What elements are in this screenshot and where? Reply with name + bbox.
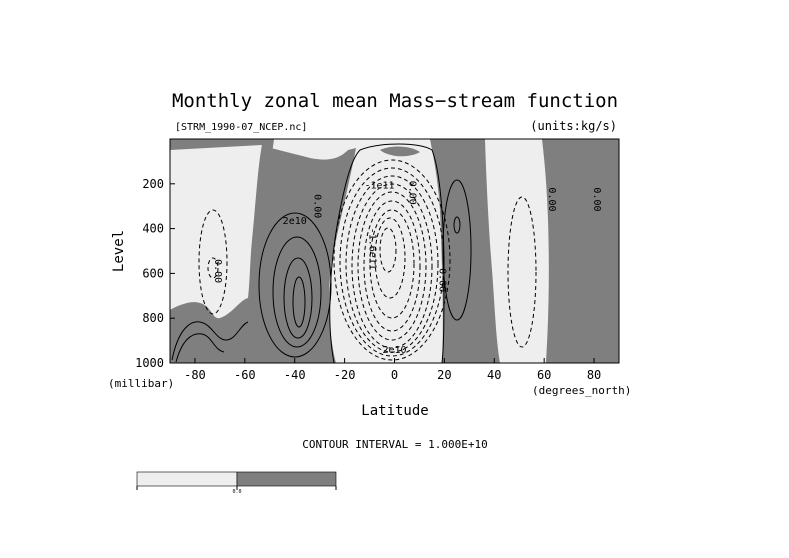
zero-contour-center bbox=[329, 143, 445, 363]
file-label: [STRM_1990-07_NCEP.nc] bbox=[175, 122, 307, 133]
x-tick-label: 60 bbox=[537, 368, 551, 382]
contour-label: 0.00 bbox=[436, 268, 447, 292]
plot-area bbox=[170, 139, 619, 363]
positive-region-south-polar bbox=[170, 139, 274, 363]
contour-north-pos-2 bbox=[453, 216, 461, 234]
contour-label: 0.00 bbox=[312, 194, 323, 218]
contour-south-polar-pos-2 bbox=[175, 333, 225, 363]
x-axis: -80 -60 -40 -20 0 20 40 60 80 bbox=[184, 358, 601, 382]
chart-title: Monthly zonal mean Mass−stream function bbox=[172, 90, 618, 112]
contour-lines bbox=[171, 179, 472, 363]
x-tick-label: -40 bbox=[284, 368, 306, 382]
contour-south-neg-1 bbox=[198, 209, 228, 315]
contour-label-layer: 2e10 0.00 0.00 -1.6e11 -1e11 0.00 2e10 0.00 0.00… bbox=[212, 180, 602, 356]
contour-interval-text: CONTOUR INTERVAL = 1.000E+10 bbox=[302, 438, 487, 451]
positive-region-top-center bbox=[380, 146, 420, 157]
contour-hadley-9 bbox=[379, 227, 397, 273]
contour-north-pos-1 bbox=[442, 179, 472, 321]
contour-hadley-7 bbox=[369, 209, 415, 319]
colorbar-positive-swatch bbox=[236, 471, 337, 487]
contour-label: -1e11 bbox=[364, 180, 394, 191]
y-tick-label: 200 bbox=[142, 177, 164, 191]
x-tick-label: -60 bbox=[234, 368, 256, 382]
colorbar: 0.0 bbox=[136, 471, 337, 495]
contour-hadley-4 bbox=[351, 183, 433, 349]
contour-hadley-3 bbox=[345, 175, 439, 353]
x-axis-title: Latitude bbox=[361, 403, 428, 419]
positive-region-south-mid bbox=[253, 145, 356, 363]
contour-label: -1.6e11 bbox=[367, 228, 378, 270]
contour-hadley-6 bbox=[363, 200, 421, 332]
colorbar-label-zero: 0.0 bbox=[232, 489, 241, 495]
contour-hadley-8 bbox=[374, 217, 406, 299]
x-axis-units: (degrees_north) bbox=[532, 384, 631, 397]
contour-label: 0.00 bbox=[406, 181, 417, 205]
x-tick-label: 80 bbox=[587, 368, 601, 382]
contour-lines-negative bbox=[198, 159, 537, 361]
contour-hadley-1 bbox=[333, 159, 451, 361]
contour-label: 2e10 bbox=[283, 216, 307, 227]
y-tick-label: 800 bbox=[142, 311, 164, 325]
y-axis: 200 400 600 800 1000 bbox=[135, 177, 175, 370]
contour-north-neg-1 bbox=[507, 196, 537, 348]
contour-south-neg-2 bbox=[207, 257, 219, 279]
positive-region-north-mid bbox=[430, 139, 500, 363]
contour-label: 0.00 bbox=[546, 187, 557, 211]
x-tick-label: 20 bbox=[437, 368, 451, 382]
y-tick-label: 600 bbox=[142, 266, 164, 280]
contour-south-pos-1 bbox=[258, 212, 332, 358]
x-tick-label: -80 bbox=[184, 368, 206, 382]
contour-south-pos-4 bbox=[292, 276, 306, 328]
contour-south-polar-pos bbox=[171, 321, 249, 361]
x-tick-label: 40 bbox=[487, 368, 501, 382]
x-tick-label: 0 bbox=[391, 368, 398, 382]
contour-label: 0.00 bbox=[591, 187, 602, 211]
y-tick-label: 400 bbox=[142, 222, 164, 236]
units-label: (units:kg/s) bbox=[530, 119, 617, 133]
x-tick-label: -20 bbox=[334, 368, 356, 382]
contour-label: 2e10 bbox=[382, 345, 406, 356]
y-tick-label: 1000 bbox=[135, 356, 164, 370]
colorbar-negative-swatch bbox=[136, 471, 238, 487]
contour-label: 0.00 bbox=[212, 259, 223, 283]
positive-region-north-polar bbox=[542, 139, 619, 363]
contour-south-pos-3 bbox=[283, 257, 313, 339]
contour-hadley-5 bbox=[357, 191, 427, 341]
y-axis-units: (millibar) bbox=[108, 377, 174, 390]
contour-south-pos-2 bbox=[272, 236, 322, 348]
y-axis-title: Level bbox=[111, 230, 127, 272]
